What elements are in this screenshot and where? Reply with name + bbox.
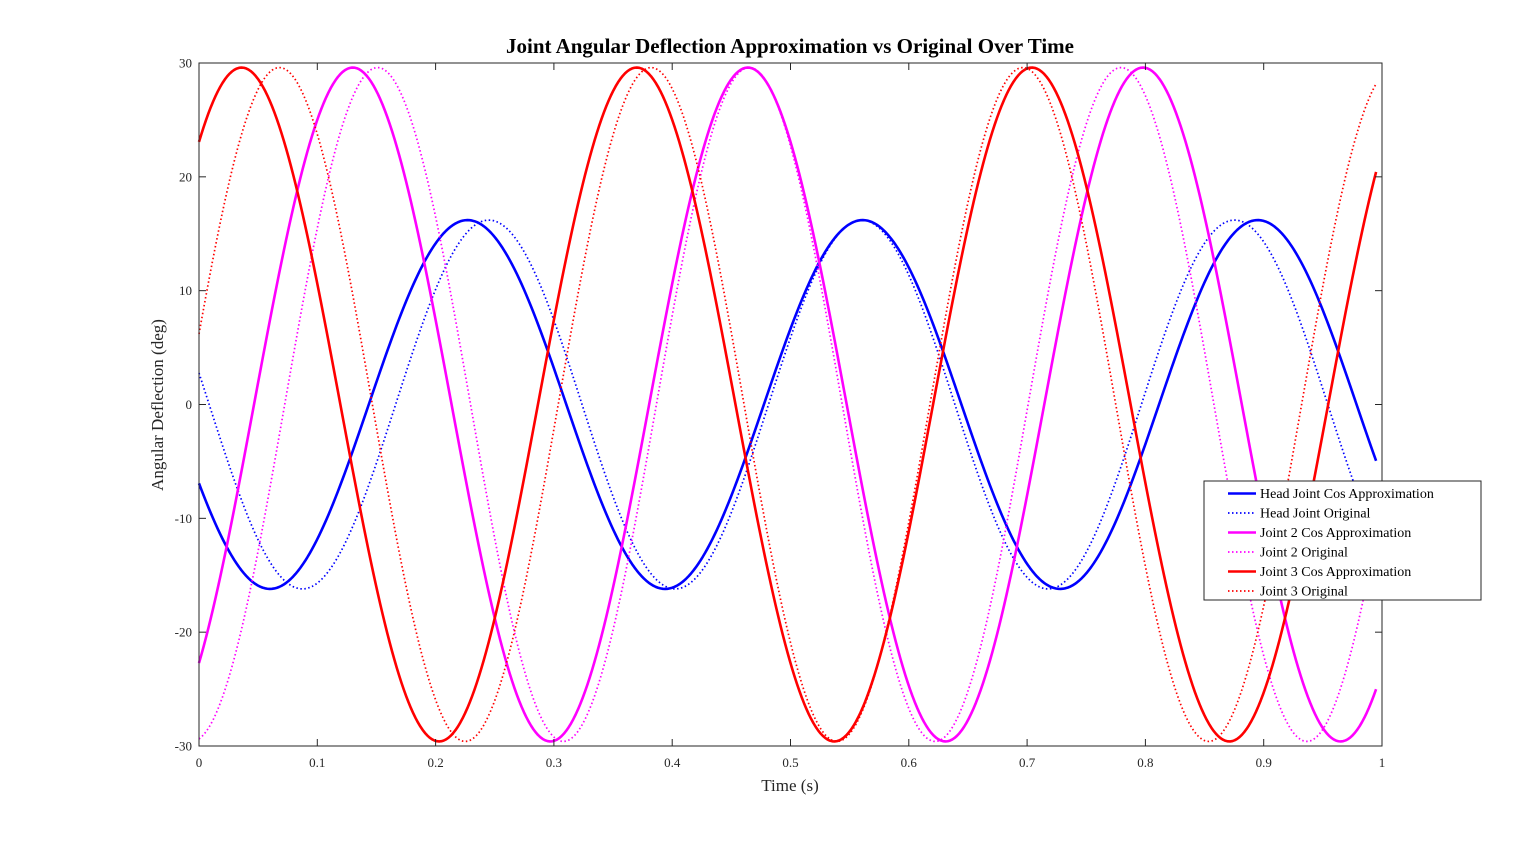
legend: Head Joint Cos Approximation Head Joint O… <box>1203 480 1482 601</box>
legend-label: Joint 2 Cos Approximation <box>1260 526 1411 541</box>
x-tick-label: 0.6 <box>901 755 918 770</box>
legend-label: Joint 3 Cos Approximation <box>1260 565 1411 580</box>
y-tick-label: 20 <box>179 169 192 184</box>
x-tick-label: 0.9 <box>1256 755 1272 770</box>
series-line-3 <box>197 66 1378 743</box>
series-line-5 <box>197 66 1378 743</box>
series-line-6 <box>198 66 1377 743</box>
x-tick-label: 0.4 <box>664 755 681 770</box>
y-axis-label: Angular Deflection (deg) <box>148 319 167 491</box>
legend-label: Head Joint Original <box>1260 507 1371 522</box>
x-tick-label: 1 <box>1379 755 1386 770</box>
y-tick-label: 30 <box>179 56 192 71</box>
x-axis-label: Time (s) <box>761 776 818 795</box>
y-tick-label: 0 <box>186 397 193 412</box>
series-layer <box>197 66 1378 743</box>
x-tick-label: 0.8 <box>1137 755 1153 770</box>
axes-layer: 0 0.1 0.2 0.3 0.4 0.5 0.6 0.7 0.8 0.9 1 -30 -20 -10 0 1… <box>175 56 1386 771</box>
series-line-2 <box>198 219 1377 590</box>
y-tick-label: -20 <box>175 625 192 640</box>
y-tick-label: 10 <box>179 283 192 298</box>
plot-area <box>199 63 1382 746</box>
x-tick-label: 0 <box>196 755 203 770</box>
legend-entries: Head Joint Cos Approximation Head Joint O… <box>1228 487 1434 600</box>
y-tick-label: -10 <box>175 511 192 526</box>
legend-label: Joint 3 Original <box>1260 585 1348 600</box>
x-tick-label: 0.7 <box>1019 755 1036 770</box>
series-line-1 <box>197 218 1378 591</box>
chart-title: Joint Angular Deflection Approximation v… <box>506 34 1074 58</box>
legend-box <box>1203 480 1482 601</box>
legend-label: Head Joint Cos Approximation <box>1260 487 1434 502</box>
y-tick-label: -30 <box>175 739 192 754</box>
x-tick-label: 0.5 <box>782 755 798 770</box>
x-tick-label: 0.2 <box>427 755 443 770</box>
legend-label: Joint 2 Original <box>1260 546 1348 561</box>
x-tick-label: 0.3 <box>546 755 562 770</box>
x-tick-label: 0.1 <box>309 755 325 770</box>
